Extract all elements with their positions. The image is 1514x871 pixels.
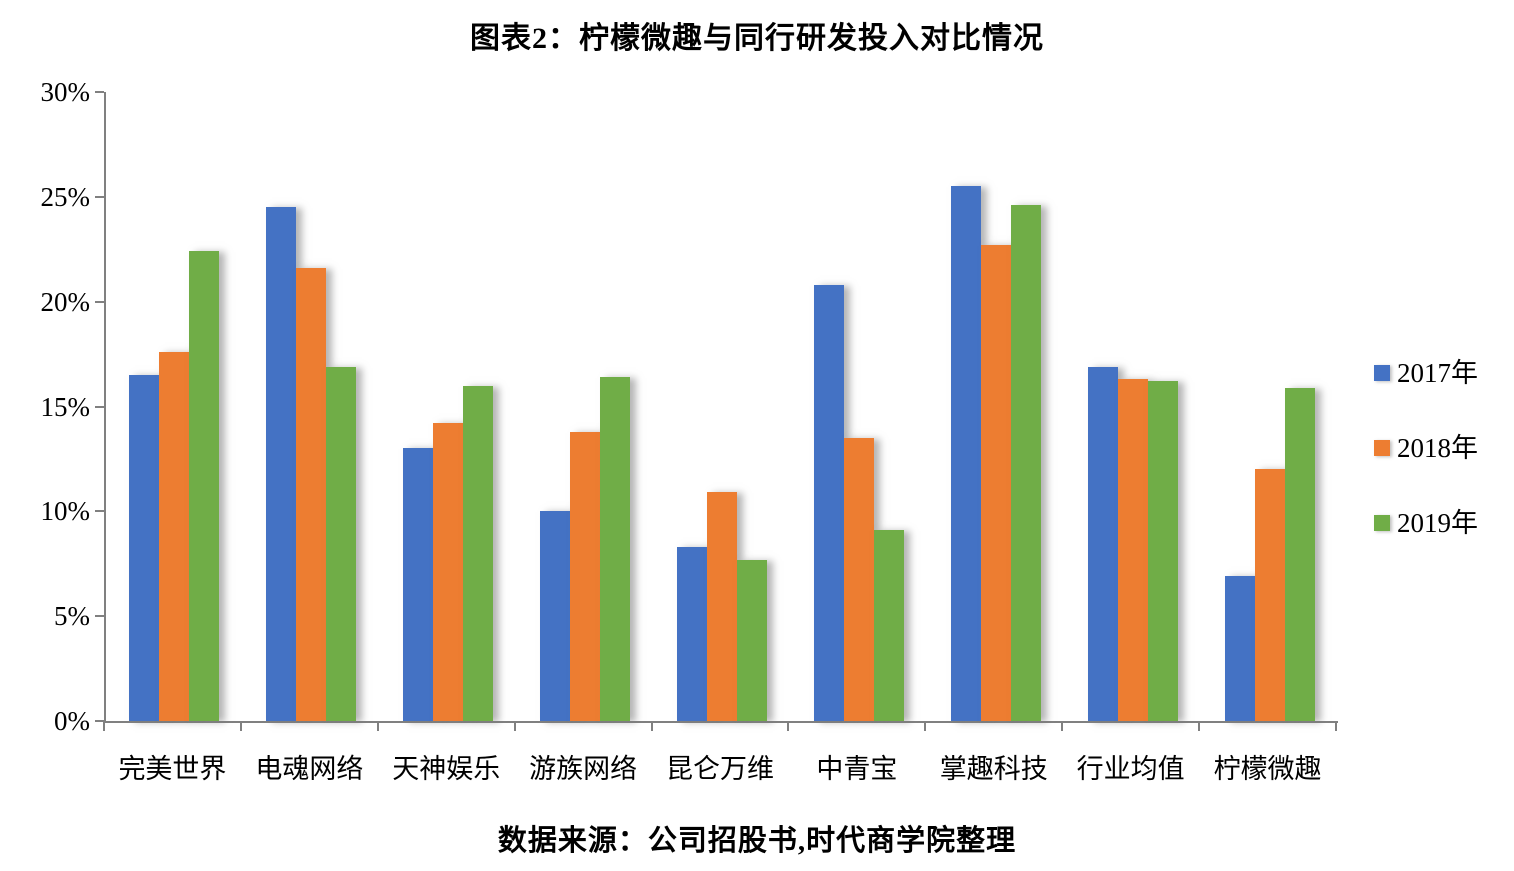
bar-group — [1064, 92, 1201, 721]
bar — [326, 367, 357, 721]
bar — [600, 377, 631, 721]
y-axis-tick-mark — [95, 720, 104, 722]
y-axis-tick-mark — [95, 300, 104, 303]
y-axis-tick-label: 30% — [40, 77, 91, 107]
bar — [129, 375, 160, 721]
bar — [677, 547, 707, 721]
bar — [737, 560, 767, 721]
bar-group — [790, 92, 927, 721]
x-axis-category-label: 天神娱乐 — [392, 754, 501, 784]
bar — [266, 207, 297, 721]
bar — [1147, 381, 1178, 721]
bar — [1254, 469, 1285, 721]
bar — [403, 448, 434, 721]
y-axis-tick-label: 15% — [40, 391, 91, 422]
bar — [1087, 367, 1118, 721]
bar — [1117, 379, 1148, 721]
x-axis-tick-mark — [787, 722, 790, 731]
x-axis-category-label: 游族网络 — [529, 754, 638, 784]
y-axis-tick-label: 25% — [40, 181, 91, 212]
y-axis-tick-label: 0% — [54, 706, 90, 736]
bar-group — [654, 92, 791, 721]
x-axis-tick-mark — [1198, 722, 1201, 731]
legend-color-swatch — [1374, 365, 1390, 381]
source-note: 数据来源：公司招股书,时代商学院整理 — [497, 825, 1017, 857]
legend: 2017年 2018年 2019年 — [1374, 356, 1478, 581]
x-axis-tick-mark — [1061, 722, 1064, 731]
x-axis-category-label: 电魂网络 — [255, 754, 364, 784]
x-axis-category-label: 行业均值 — [1076, 754, 1185, 784]
chart-title: 图表2：柠檬微趣与同行研发投入对比情况 — [470, 22, 1044, 55]
legend-item: 2019年 — [1374, 506, 1478, 540]
bar — [1284, 388, 1315, 721]
legend-color-swatch — [1374, 515, 1390, 531]
x-axis-tick-mark — [239, 722, 242, 731]
x-axis-category-label: 中青宝 — [816, 754, 898, 784]
x-axis-category-label: 掌趣科技 — [939, 754, 1048, 784]
x-axis-category-label: 昆仑万维 — [666, 754, 774, 784]
legend-label: 2018年 — [1397, 433, 1478, 463]
y-axis-tick-mark — [95, 405, 104, 408]
bar — [570, 432, 601, 721]
bar — [296, 268, 327, 721]
bar-group — [1201, 92, 1338, 721]
y-axis-tick-mark — [95, 195, 104, 198]
x-axis-tick-mark — [103, 722, 105, 731]
x-axis-tick-mark — [650, 722, 653, 731]
bar-group — [106, 92, 243, 721]
bar — [540, 511, 571, 721]
x-axis-tick-mark — [1335, 722, 1337, 731]
bar — [463, 386, 494, 721]
y-axis-tick-mark — [95, 91, 104, 93]
bar — [843, 438, 874, 721]
x-axis-tick-mark — [376, 722, 379, 731]
bar-group — [927, 92, 1064, 721]
bar — [980, 245, 1011, 721]
plot-area — [104, 92, 1338, 723]
bar-group — [243, 92, 380, 721]
bar — [873, 530, 904, 721]
x-axis-labels: 完美世界 电魂网络 天神娱乐 游族网络 昆仑万维 中青宝 掌趣科技 行业均值 柠檬微趣 — [104, 747, 1336, 786]
y-axis-tick-label: 20% — [40, 286, 91, 317]
bar — [1010, 205, 1041, 721]
legend-item: 2018年 — [1374, 431, 1478, 465]
bar — [707, 492, 737, 721]
bars-container — [106, 92, 1338, 721]
x-axis-category-label: 完美世界 — [118, 754, 227, 784]
x-axis-tick-mark — [513, 722, 516, 731]
legend-label: 2017年 — [1397, 358, 1478, 388]
x-axis-category-label: 柠檬微趣 — [1213, 754, 1322, 784]
x-axis-tick-mark — [924, 722, 927, 731]
bar-group — [380, 92, 517, 721]
legend-color-swatch — [1374, 440, 1390, 456]
bar-group — [517, 92, 654, 721]
legend-label: 2019年 — [1397, 508, 1478, 538]
y-axis-tick-label: 5% — [54, 601, 90, 632]
bar — [813, 285, 844, 721]
y-axis-tick-label: 10% — [40, 496, 91, 527]
bar — [950, 186, 981, 721]
legend-item: 2017年 — [1374, 356, 1478, 390]
bar — [1224, 576, 1255, 721]
bar — [189, 251, 220, 721]
bar — [433, 423, 464, 721]
y-axis-tick-mark — [95, 510, 104, 513]
y-axis-tick-mark — [95, 615, 104, 618]
bar — [159, 352, 190, 721]
